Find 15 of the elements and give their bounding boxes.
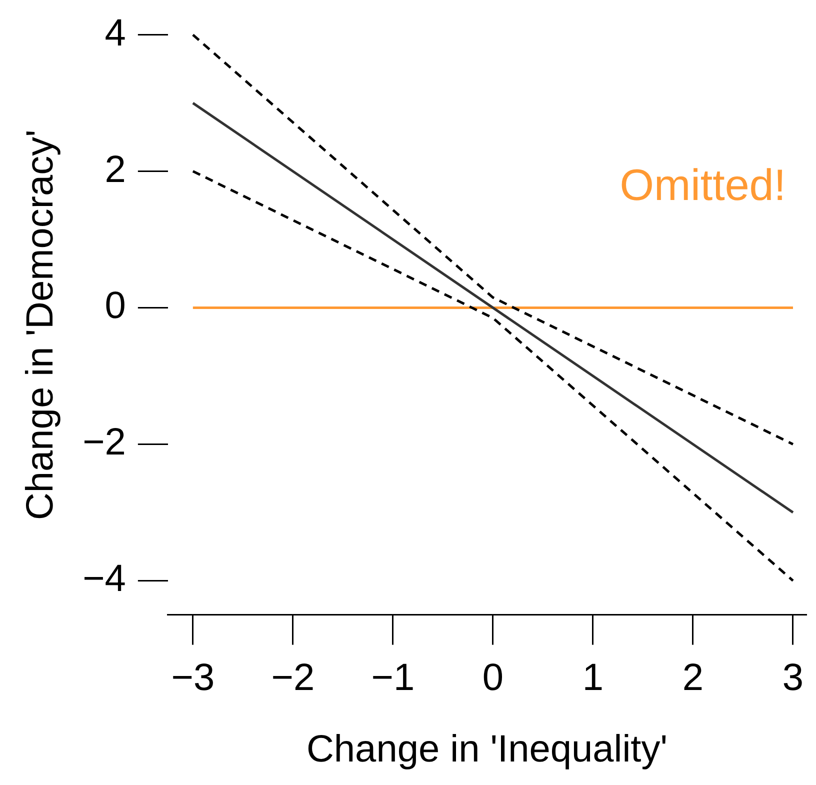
y-tick-label: −4 [82, 558, 126, 600]
x-tick-label: −1 [371, 657, 415, 700]
x-axis-title: Change in 'Inequality' [306, 728, 668, 771]
y-tick-label: 2 [104, 148, 126, 191]
x-tick-label: 1 [582, 657, 604, 700]
text: Omitted! [620, 160, 786, 210]
x-tick-label: 0 [482, 657, 504, 700]
y-tick-label: 4 [104, 12, 126, 54]
x-tick-label: −2 [271, 657, 315, 700]
x-tick-label: 2 [682, 657, 704, 700]
x-tick-label: −3 [171, 657, 215, 700]
y-tick-label: 0 [104, 285, 126, 328]
y-axis-title: Change in 'Democracy' [19, 130, 62, 520]
y-tick-label: −2 [82, 422, 126, 464]
x-tick-label: 3 [782, 657, 804, 700]
